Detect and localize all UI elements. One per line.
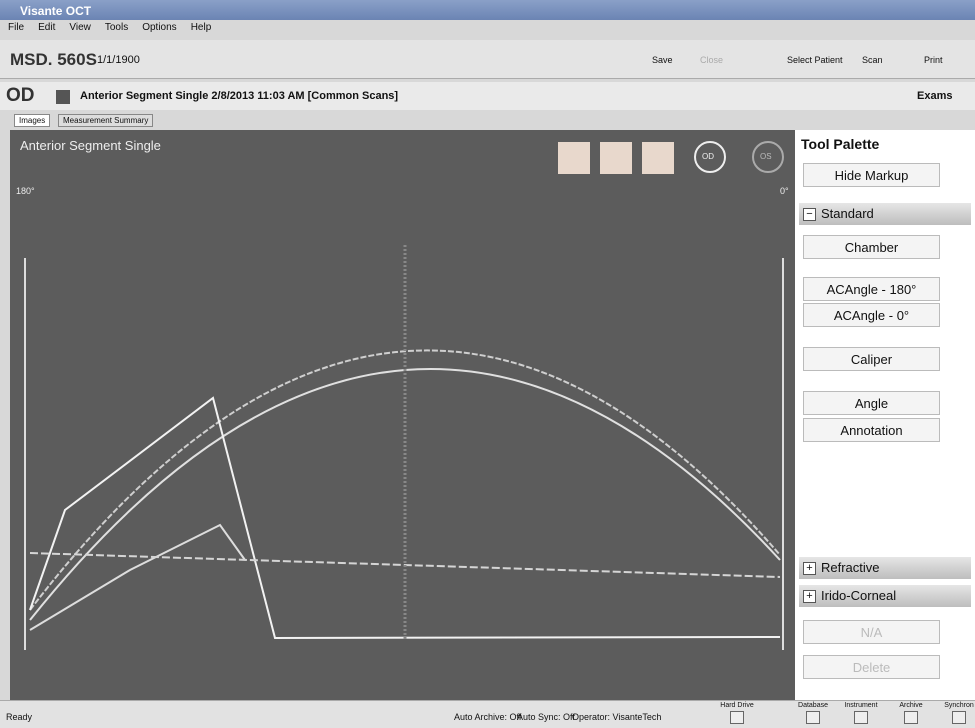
image-title: Anterior Segment Single bbox=[20, 138, 161, 153]
right-angle: 0° bbox=[780, 186, 789, 196]
menu-item[interactable]: View bbox=[69, 22, 91, 38]
status-item: Auto Sync: Off bbox=[517, 712, 575, 722]
status-item: Auto Archive: Off bbox=[454, 712, 521, 722]
indicator-box bbox=[730, 711, 744, 724]
menu-item[interactable]: File bbox=[8, 22, 24, 38]
menu-item[interactable]: Help bbox=[191, 22, 212, 38]
menu-item[interactable]: Edit bbox=[38, 22, 55, 38]
image-background bbox=[10, 130, 795, 700]
od-label: OD bbox=[702, 152, 714, 161]
menu-bar: File Edit View Tools Options Help bbox=[8, 22, 211, 38]
title-bar bbox=[0, 0, 975, 20]
tool-button[interactable]: ACAngle - 180° bbox=[803, 277, 940, 301]
status-indicator: Instrument bbox=[838, 702, 884, 724]
expand-icon[interactable]: + bbox=[803, 562, 816, 575]
status-indicator: Database bbox=[790, 702, 836, 724]
tool-button[interactable]: Annotation bbox=[803, 418, 940, 442]
indicator-box bbox=[904, 711, 918, 724]
patient-name: MSD. 560S bbox=[10, 50, 97, 70]
tool-button[interactable]: Delete bbox=[803, 655, 940, 679]
palette-title: Tool Palette bbox=[801, 136, 879, 152]
expand-icon[interactable]: + bbox=[803, 590, 816, 603]
status-item: Operator: VisanteTech bbox=[572, 712, 661, 722]
tool-button[interactable]: Caliper bbox=[803, 347, 940, 371]
exam-title: Anterior Segment Single 2/8/2013 11:03 A… bbox=[80, 90, 398, 102]
indicator-box bbox=[854, 711, 868, 724]
hide-markup-button[interactable]: Hide Markup bbox=[803, 163, 940, 187]
toolbar-button[interactable]: Save bbox=[652, 55, 673, 65]
tool-button[interactable]: Angle bbox=[803, 391, 940, 415]
exams-button[interactable]: Exams bbox=[917, 90, 952, 102]
toolbar-button[interactable]: Scan bbox=[862, 55, 883, 65]
section-header[interactable]: Irido-Corneal+ bbox=[799, 585, 971, 607]
window-title: Visante OCT bbox=[20, 4, 91, 18]
indicator-box bbox=[952, 711, 966, 724]
zoom-button[interactable] bbox=[558, 142, 590, 174]
oct-image bbox=[10, 130, 795, 700]
app-window: Visante OCT File Edit View Tools Options Help… bbox=[0, 0, 975, 727]
zoom-buttons bbox=[558, 142, 674, 174]
toolbar-button[interactable]: Select Patient bbox=[787, 55, 843, 65]
tool-button[interactable]: Chamber bbox=[803, 235, 940, 259]
eye-label: OD bbox=[6, 85, 35, 107]
zoom-in-button[interactable] bbox=[600, 142, 632, 174]
patient-dob: 1/1/1900 bbox=[97, 54, 140, 66]
tool-button[interactable]: N/A bbox=[803, 620, 940, 644]
exam-icon bbox=[56, 90, 70, 104]
toolbar-button[interactable]: Close bbox=[700, 55, 723, 65]
toolbar-button[interactable]: Print bbox=[924, 55, 943, 65]
section-header[interactable]: Standard− bbox=[799, 203, 971, 225]
indicator-box bbox=[806, 711, 820, 724]
status-indicator: Hard Drive bbox=[714, 702, 760, 724]
menu-item[interactable]: Options bbox=[142, 22, 176, 38]
left-angle: 180° bbox=[16, 186, 35, 196]
tab-measurement[interactable]: Measurement Summary bbox=[58, 114, 153, 127]
status-indicator: Synchron bbox=[936, 702, 975, 724]
section-header[interactable]: Refractive+ bbox=[799, 557, 971, 579]
tool-button[interactable]: ACAngle - 0° bbox=[803, 303, 940, 327]
status-indicator: Archive bbox=[888, 702, 934, 724]
tab-images[interactable]: Images bbox=[14, 114, 50, 127]
expand-icon[interactable]: − bbox=[803, 208, 816, 221]
menu-item[interactable]: Tools bbox=[105, 22, 128, 38]
os-label: OS bbox=[760, 152, 772, 161]
zoom-out-button[interactable] bbox=[642, 142, 674, 174]
status-ready: Ready bbox=[6, 712, 32, 722]
